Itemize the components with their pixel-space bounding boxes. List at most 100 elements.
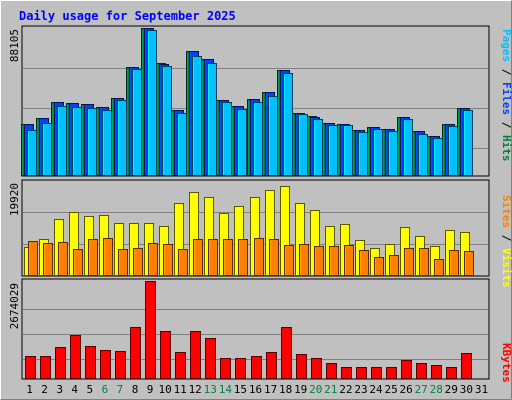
kbytes-bar [266,352,277,379]
kbytes-bar [235,358,246,379]
kbytes-bar [25,356,36,379]
kbytes-bar [431,365,442,379]
day-label: 21 [324,383,337,396]
sites-bar [28,241,38,276]
kbytes-bar [40,356,51,379]
day-label: 29 [445,383,458,396]
pages-bar [72,107,82,176]
axis-legend-pages: Pages [500,29,512,62]
sites-bar [58,242,68,276]
sites-bar [299,244,309,276]
day-label: 8 [132,383,139,396]
day-label: 11 [174,383,187,396]
kbytes-panel-max-label: 2674029 [8,283,21,329]
day-label: 15 [234,383,247,396]
sites-bar [148,243,158,276]
day-label: 10 [158,383,171,396]
day-label: 23 [354,383,367,396]
kbytes-bar [145,281,156,379]
hits-panel-max-label: 88105 [8,29,21,62]
day-label: 18 [279,383,292,396]
pages-bar [418,134,428,176]
kbytes-panel: 2674029 KBytes [8,278,512,383]
day-label: 27 [415,383,428,396]
kbytes-bar [446,367,457,379]
axis-legend: Sites / Visits [500,195,512,288]
pages-bar [177,113,187,176]
visits-panel-axis-legend: Sites / Visits [500,195,512,288]
x-axis-day-labels: 1 2 3 4 5 6 7 8 9 10 11 12 13 14 15 16 17 18 19 20 21 22 23 24 2… [26,383,488,396]
sites-bar [359,250,369,276]
day-label: 25 [384,383,397,396]
sites-bar [223,239,233,276]
sites-bar [314,246,324,276]
axis-legend-kbytes: KBytes [500,343,512,383]
day-label: 6 [102,383,109,396]
sites-bar [434,259,444,276]
pages-bar [373,129,383,176]
day-label: 19 [294,383,307,396]
sites-bar [374,257,384,276]
kbytes-bar [251,356,262,379]
sites-bar [464,251,474,276]
sites-bar [208,239,218,276]
sites-bar [103,238,113,276]
sites-bar [238,239,248,276]
pages-bar [448,126,458,176]
kbytes-panel-bars [25,281,472,379]
day-label: 14 [219,383,233,396]
pages-bar [358,132,368,176]
kbytes-bar [326,363,337,379]
day-label: 13 [204,383,217,396]
kbytes-bar [85,346,96,379]
pages-bar [313,119,323,176]
chart-title: Daily usage for September 2025 [19,9,236,23]
sites-bar [43,243,53,276]
sites-bar [449,250,459,276]
day-label: 16 [249,383,262,396]
pages-bar [283,73,293,176]
axis-legend-separator: / [500,62,512,82]
kbytes-bar [311,358,322,379]
kbytes-bar [100,350,111,379]
day-label: 22 [339,383,352,396]
visits-panel-max-label: 19920 [8,183,21,216]
day-label: 2 [41,383,48,396]
axis-legend: Pages / Files / Hits [500,29,512,162]
day-label: 31 [475,383,488,396]
hits-panel-axis-legend: Pages / Files / Hits [500,29,512,162]
hits-panel-bars [21,28,473,176]
axis-legend-visits: Visits [500,248,512,288]
kbytes-bar [416,363,427,379]
sites-bar [284,245,294,276]
kbytes-bar [175,352,186,379]
sites-bar [254,238,264,276]
kbytes-bar [281,327,292,379]
day-label: 9 [147,383,154,396]
kbytes-bar [371,367,382,379]
hits-files-pages-panel: 88105 Pages / Files / Hits [8,25,512,177]
day-label: 30 [460,383,473,396]
pages-bar [268,96,278,176]
kbytes-bar [461,353,472,379]
axis-legend-separator: / [500,115,512,135]
sites-bar [118,249,128,276]
kbytes-bar [160,331,171,379]
kbytes-bar [401,360,412,379]
pages-bar [207,63,217,176]
day-label: 26 [399,383,412,396]
pages-bar [298,114,308,176]
pages-bar [463,110,473,176]
kbytes-bar [205,338,216,379]
day-label: 28 [430,383,443,396]
kbytes-panel-axis-legend: KBytes [500,343,512,383]
kbytes-bar [341,367,352,379]
sites-bar [73,249,83,276]
day-label: 24 [369,383,383,396]
pages-bar [42,123,52,176]
sites-bar [344,245,354,276]
day-label: 3 [56,383,63,396]
pages-bar [388,131,398,176]
axis-legend-sites: Sites [500,195,512,228]
